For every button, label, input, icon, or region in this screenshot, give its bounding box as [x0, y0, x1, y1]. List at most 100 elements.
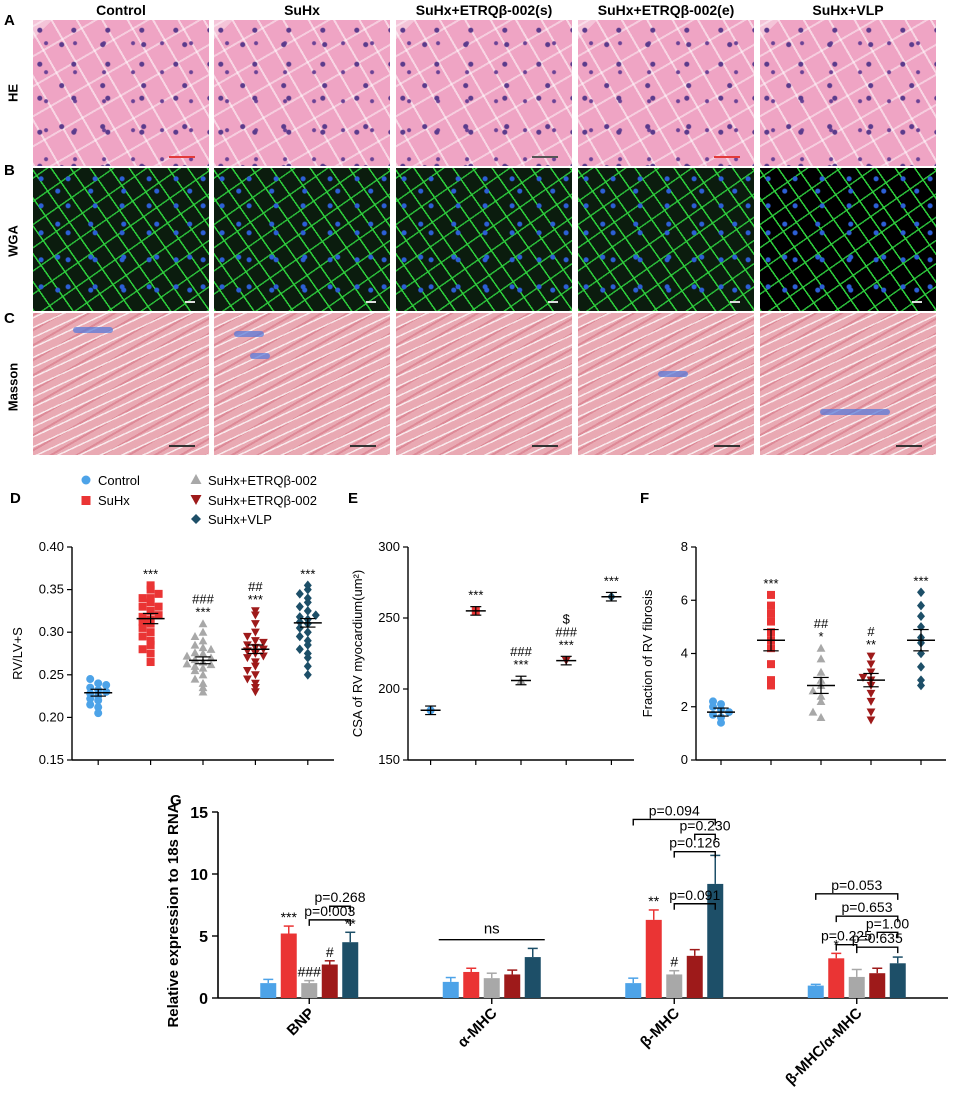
chart-D-point-suhx	[146, 598, 155, 607]
chart-E-y-tick-label: 150	[378, 752, 400, 767]
chart-D-point-etrq-e	[251, 607, 260, 616]
micrograph-wga-suhx	[214, 168, 390, 311]
legend-marker-suhx	[81, 496, 91, 505]
chart-F-y-tick-label: 0	[681, 752, 688, 767]
chart-D-point-etrq-s	[198, 649, 208, 658]
chart-g-comparison-bracket	[329, 905, 351, 913]
chart-g-svg: 0 5 10 15 Relative expression to 18s RNA BNP *…	[165, 802, 948, 1088]
chart-D-point-control	[102, 681, 111, 690]
micrograph-masson-etrq-s	[396, 313, 572, 455]
panel-letter-e: E	[348, 490, 359, 507]
chart-D-point-etrq-s	[190, 648, 200, 657]
chart-D-point-etrq-s	[190, 666, 200, 675]
chart-D-point-etrq-e	[243, 654, 252, 663]
panel-letter-b: B	[4, 162, 15, 179]
micrograph-masson-control	[33, 313, 209, 455]
chart-F-annotation: ***	[763, 576, 778, 591]
chart-F-point-vlp	[917, 611, 925, 622]
chart-F-point-vlp	[917, 662, 925, 672]
chart-D-point-suhx	[146, 606, 155, 615]
legend-svg: Control SuHx SuHx+ETRQβ-002 SuHx+ETRQβ-0…	[81, 473, 317, 527]
chart-D-point-etrq-s	[198, 619, 208, 628]
chart-g-comparison-label: p=0.094	[649, 802, 700, 818]
chart-D-point-suhx	[146, 581, 155, 590]
chart-D-point-vlp	[303, 670, 312, 680]
chart-F-annotation: #	[867, 624, 875, 639]
chart-D-point-vlp	[311, 610, 320, 620]
chart-g-comparison-bracket	[632, 818, 716, 826]
chart-D-point-vlp	[303, 635, 312, 646]
chart-D-point-vlp	[295, 589, 304, 599]
chart-D-point-control	[94, 703, 103, 712]
chart-F-point-etrq-e	[866, 668, 876, 677]
chart-F-point-etrq-s	[816, 643, 826, 652]
chart-D-point-etrq-s	[198, 687, 208, 696]
chart-g-bar-suhx	[463, 971, 480, 998]
legend-label-etrq-s: SuHx+ETRQβ-002	[208, 473, 317, 488]
chart-D-y-tick-label: 0.35	[39, 582, 64, 597]
chart-g-comparison-label: p=0.126	[669, 835, 720, 851]
chart-D-y-tick-label: 0.25	[39, 667, 64, 682]
chart-d: 0.15 0.20 0.25 0.30 0.35 0.40 RV/LV+S *** *** ###…	[10, 505, 340, 785]
chart-F-point-suhx	[767, 681, 775, 690]
chart-g-bar-vlp	[889, 963, 906, 998]
chart-g-annotation: **	[648, 893, 659, 909]
chart-D-point-etrq-e	[251, 688, 260, 697]
micrograph-wga-etrq-e	[578, 168, 754, 311]
chart-D-annotation: ***	[195, 605, 210, 620]
chart-D-point-vlp	[295, 617, 304, 627]
legend-marker-control	[81, 475, 91, 485]
legend-label-vlp: SuHx+VLP	[208, 512, 272, 527]
chart-g-annotation: ###	[298, 964, 322, 980]
chart-F-point-etrq-s	[816, 654, 826, 663]
column-header-control: Control	[96, 2, 146, 18]
chart-F-annotation: *	[818, 629, 823, 644]
chart-D-point-vlp	[295, 644, 304, 655]
chart-g-bar-etrq-s	[301, 983, 318, 998]
chart-D-point-suhx	[138, 594, 147, 603]
chart-D-point-etrq-s	[190, 640, 200, 649]
legend-marker-etrq-e	[190, 495, 202, 505]
chart-D-point-suhx	[146, 594, 155, 603]
chart-D-point-etrq-s	[206, 660, 216, 669]
chart-g-bar-control	[442, 981, 459, 998]
micrograph-wga-etrq-s	[396, 168, 572, 311]
chart-D-point-control	[86, 683, 95, 692]
chart-E-y-tick-label: 200	[378, 681, 400, 696]
column-header-etrq-e: SuHx+ETRQβ-002(e)	[597, 2, 735, 18]
chart-F-point-suhx	[767, 609, 775, 618]
chart-g-comparison-label: p=0.268	[315, 889, 366, 905]
panel-letter-d: D	[10, 490, 21, 507]
chart-D-annotation: ###	[192, 592, 214, 607]
chart-F-point-vlp	[917, 600, 925, 611]
chart-D-point-etrq-e	[251, 683, 260, 692]
chart-g-comparison-label: p=0.091	[669, 887, 720, 903]
chart-g-comparison-label: p=0.230	[680, 817, 731, 833]
legend-marker-vlp	[191, 514, 201, 524]
row-label-masson: Masson	[5, 362, 21, 412]
micrograph-masson-suhx	[214, 313, 390, 455]
chart-D-point-control	[94, 679, 103, 688]
chart-F-point-vlp	[917, 675, 925, 685]
chart-g-comparison-bracket	[694, 833, 716, 841]
chart-D-point-etrq-e	[243, 641, 252, 650]
micrograph-he-etrq-s	[396, 20, 572, 166]
chart-g-category-label: BNP	[284, 1005, 318, 1039]
chart-D-point-suhx	[138, 645, 147, 654]
chart-F-point-etrq-s	[816, 667, 826, 676]
chart-D-point-etrq-s	[190, 655, 200, 664]
chart-D-point-suhx	[138, 623, 147, 632]
chart-g-bar-etrq-s	[848, 976, 865, 998]
chart-D-point-etrq-s	[198, 627, 208, 636]
chart-D-point-etrq-e	[251, 662, 260, 671]
chart-g-bar-etrq-e	[504, 974, 521, 998]
chart-D-point-vlp	[295, 631, 304, 642]
column-header-vlp: SuHx+VLP	[812, 2, 884, 18]
chart-D-point-vlp	[303, 580, 312, 591]
chart-F-point-suhx	[767, 676, 775, 685]
chart-g-bar-suhx	[280, 933, 297, 998]
chart-F-point-etrq-e	[866, 652, 876, 661]
legend-item-control: Control	[81, 473, 140, 488]
panel-letter-a: A	[4, 12, 15, 29]
chart-F-point-vlp	[917, 587, 925, 598]
